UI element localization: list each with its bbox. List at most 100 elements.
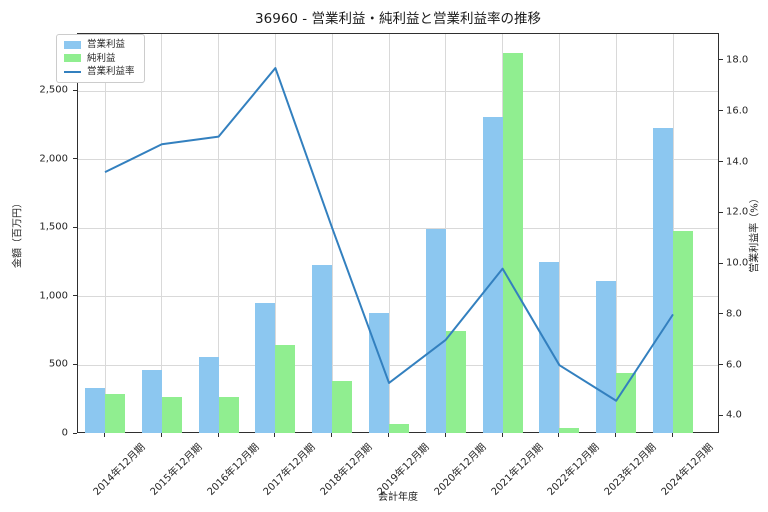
y-right-tick-label: 18.0: [726, 54, 749, 66]
gridline-horizontal: [78, 296, 718, 298]
net-profit-bar-2023年12月期: [616, 372, 637, 433]
right-axis-title: 営業利益率（%）: [749, 193, 761, 273]
x-tick-label: 2022年12月期: [546, 441, 602, 498]
y-left-tick-label: 1,500: [39, 221, 68, 233]
y-right-tickmark: [719, 313, 723, 315]
gridline-vertical: [104, 34, 106, 432]
gridline-horizontal: [78, 227, 718, 229]
x-tick-label: 2024年12月期: [659, 441, 716, 498]
net-profit-bar-2024年12月期: [673, 230, 693, 433]
net-profit-bar-2018年12月期: [332, 380, 353, 433]
chart-title: 36960 - 営業利益・純利益と営業利益率の推移: [255, 11, 541, 27]
x-tick-label: 2018年12月期: [318, 441, 375, 498]
legend-label-net-profit: 純利益: [87, 52, 116, 64]
y-right-tick-label: 6.0: [726, 359, 742, 371]
y-right-tick-label: 4.0: [726, 409, 742, 421]
y-left-tickmark: [73, 158, 77, 160]
y-right-tickmark: [719, 262, 723, 264]
x-tickmark: [672, 433, 673, 437]
x-tickmark: [160, 433, 162, 437]
y-left-tick-label: 0: [61, 427, 68, 439]
left-axis-title: 金額（百万円）: [12, 198, 24, 268]
gridline-vertical: [218, 34, 220, 432]
y-right-tickmark: [719, 364, 723, 366]
legend: 営業利益純利益営業利益率: [56, 34, 145, 83]
y-left-tickmark: [73, 89, 77, 91]
gridline-vertical: [274, 34, 276, 432]
x-tick-label: 2015年12月期: [148, 441, 205, 498]
gridline-vertical: [161, 34, 163, 432]
x-tick-label: 2023年12月期: [602, 441, 659, 498]
y-right-tick-label: 10.0: [726, 257, 749, 269]
operating-margin-line-layer: [104, 67, 674, 402]
y-left-tickmark: [73, 295, 77, 297]
operating-profit-bar-2023年12月期: [596, 280, 617, 433]
x-tickmark: [104, 433, 105, 437]
x-tick-label: 2020年12月期: [432, 441, 489, 498]
net-profit-bar-2022年12月期: [559, 427, 580, 433]
operating-profit-bar-2018年12月期: [312, 264, 333, 433]
x-tickmark: [274, 433, 276, 437]
y-right-tickmark: [719, 59, 723, 61]
y-right-tickmark: [719, 110, 723, 112]
net-profit-bar-2019年12月期: [389, 423, 409, 433]
plot-area: [77, 33, 719, 433]
operating-profit-bar-2020年12月期: [425, 229, 446, 433]
operating-profit-bar-2014年12月期: [85, 388, 105, 433]
legend-item-operating-margin: 営業利益率: [64, 67, 135, 77]
net-profit-bar-2016年12月期: [218, 396, 239, 433]
legend-swatch-operating-profit: [64, 40, 81, 49]
y-right-tick-label: 12.0: [726, 206, 749, 218]
net-profit-bar-2021年12月期: [502, 52, 523, 433]
y-right-tickmark: [719, 211, 723, 213]
operating-profit-bar-2015年12月期: [141, 370, 162, 433]
gridline-vertical: [615, 34, 617, 432]
y-left-tick-label: 2,000: [39, 153, 68, 165]
y-right-tick-label: 16.0: [726, 105, 749, 117]
y-right-tickmark: [719, 414, 723, 416]
x-tick-label: 2021年12月期: [489, 441, 546, 498]
net-profit-bar-2020年12月期: [445, 330, 466, 433]
y-left-tick-label: 1,000: [39, 290, 68, 302]
x-tickmark: [444, 433, 446, 437]
gridline-vertical: [558, 34, 560, 432]
y-right-tickmark: [719, 161, 723, 162]
x-tickmark: [501, 433, 503, 437]
y-left-tick-label: 500: [48, 358, 68, 370]
x-tick-label: 2016年12月期: [205, 441, 262, 498]
legend-label-operating-margin: 営業利益率: [87, 66, 135, 77]
operating-profit-bar-2021年12月期: [482, 117, 503, 433]
y-right-tick-label: 14.0: [726, 156, 749, 167]
x-tickmark: [388, 433, 389, 437]
x-tickmark: [331, 433, 333, 437]
operating-margin-line: [104, 67, 674, 402]
gridline-horizontal: [78, 90, 718, 92]
y-left-tick-label: 2,500: [39, 84, 68, 96]
gridline-vertical: [388, 34, 390, 432]
operating-profit-bar-2016年12月期: [198, 357, 219, 433]
gridline-vertical: [445, 34, 447, 432]
y-left-tickmark: [73, 363, 77, 365]
y-right-tick-label: 8.0: [726, 308, 742, 320]
y-left-tickmark: [73, 226, 77, 228]
x-tick-label: 2014年12月期: [91, 441, 148, 498]
x-tickmark: [558, 433, 560, 437]
net-profit-bar-2015年12月期: [161, 397, 182, 433]
x-tickmark: [217, 433, 219, 437]
gridline-horizontal: [78, 364, 718, 366]
legend-item-net-profit: 純利益: [64, 52, 135, 64]
legend-swatch-net-profit: [64, 54, 81, 63]
gridline-vertical: [331, 34, 333, 432]
y-left-tickmark: [73, 432, 77, 434]
legend-item-operating-profit: 営業利益: [64, 40, 135, 50]
net-profit-bar-2017年12月期: [275, 345, 296, 433]
operating-profit-bar-2024年12月期: [653, 127, 673, 433]
legend-swatch-operating-margin: [64, 70, 81, 73]
net-profit-bar-2014年12月期: [105, 393, 125, 433]
x-tickmark: [615, 433, 617, 437]
gridline-horizontal: [78, 159, 718, 161]
x-axis-title: 会計年度: [378, 492, 418, 503]
operating-profit-bar-2017年12月期: [255, 302, 276, 433]
legend-label-operating-profit: 営業利益: [87, 39, 126, 50]
